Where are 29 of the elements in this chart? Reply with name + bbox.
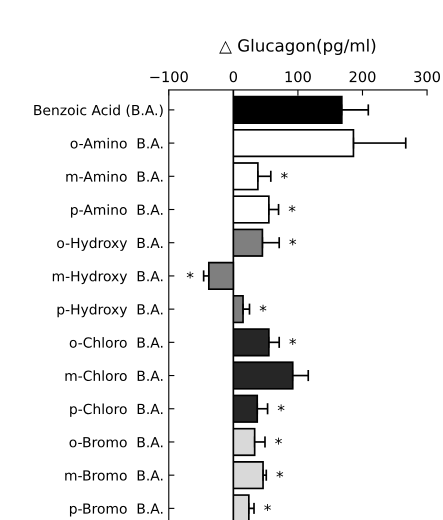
annotation: * [280,172,288,179]
y-tick-label: p-Chloro B.A. [70,403,162,417]
x-tick-label: 0 [230,71,238,82]
y-tick-label: o-Chloro B.A. [70,337,162,348]
annotation: * [276,470,284,478]
y-tick-label: p-Hydroxy B.A. [58,304,162,318]
x-axis-title: △ Glucagon(pg/ml) [219,38,376,56]
y-tick-label: p-Amino B.A. [71,204,162,218]
x-tick-label: 200 [350,71,376,82]
annotation: * [275,438,282,445]
x-tick-label: 300 [414,71,440,82]
y-tick-label: m-Amino B.A. [66,171,162,182]
annotation: * [288,205,296,212]
y-tick-label: o-Bromo B.A. [70,437,162,448]
annotation: * [264,504,271,511]
y-tick-label: o-Amino B.A. [70,138,162,149]
annotation: * [289,338,296,345]
y-tick-label: m-Hydroxy B.A. [52,270,162,284]
x-tick-label: −100 [150,71,188,82]
y-tick-label: o-Hydroxy B.A. [57,237,162,251]
annotation: * [289,238,296,246]
y-tick-label: m-Chloro B.A. [65,370,162,382]
annotation: * [260,304,266,312]
x-tick-label: 100 [286,71,311,82]
y-tick-label: Benzoic Acid (B.A.) [34,104,163,117]
annotation: * [186,272,194,279]
y-tick-label: p-Bromo B.A. [70,504,162,517]
annotation: * [278,404,284,412]
y-tick-label: m-Bromo B.A. [65,470,162,481]
